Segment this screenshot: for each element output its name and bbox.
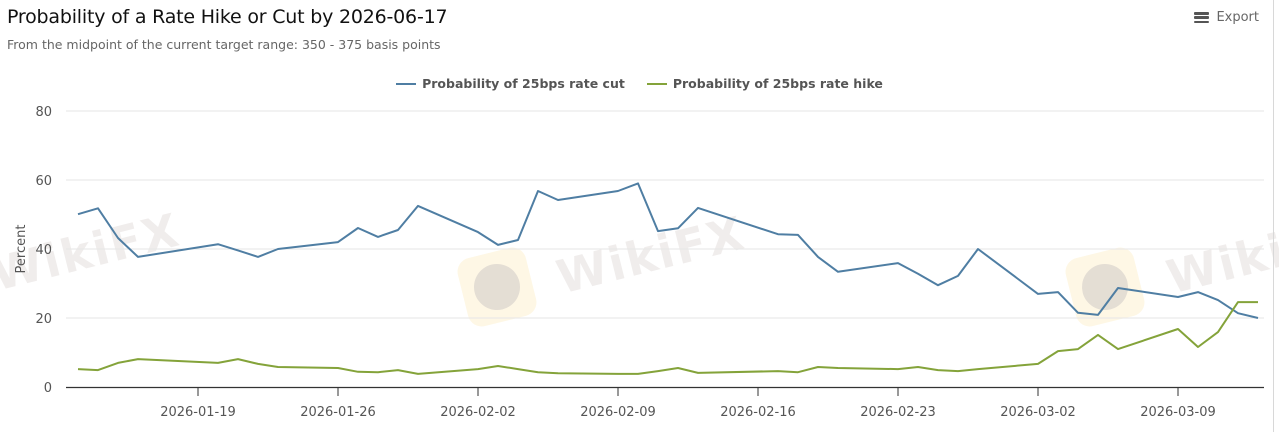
series-lines [77,182,1259,375]
legend-item-rate-cut[interactable]: Probability of 25bps rate cut [396,76,625,91]
y-tick-label: 20 [35,312,52,327]
y-tick-label: 60 [35,174,52,189]
y-tick-label: 40 [35,243,52,258]
y-tick-label: 0 [44,381,52,396]
x-axis: 2026-01-19 2026-01-26 2026-02-02 2026-02-09… [66,386,1264,420]
x-tick-label: 2026-02-09 [580,405,656,420]
chart-title: Probability of a Rate Hike or Cut by 202… [7,6,448,28]
export-button[interactable]: Export [1194,10,1259,25]
y-axis-title: Percent [14,225,29,274]
x-tick-label: 2026-02-23 [860,405,936,420]
chart-legend: Probability of 25bps rate cut Probabilit… [0,76,1279,91]
gridlines [66,110,1264,319]
x-tick-label: 2026-01-26 [300,405,376,420]
legend-swatch-rate-cut [396,82,417,85]
legend-swatch-rate-hike [646,82,667,85]
legend-item-rate-hike[interactable]: Probability of 25bps rate hike [646,76,883,91]
y-tick-label: 80 [35,105,52,120]
legend-label-rate-cut: Probability of 25bps rate cut [422,76,625,91]
x-tick-label: 2026-03-09 [1140,405,1216,420]
x-tick-label: 2026-02-16 [720,405,796,420]
x-tick-label: 2026-01-19 [160,405,236,420]
panel-border [1273,0,1274,432]
legend-label-rate-hike: Probability of 25bps rate hike [672,76,883,91]
export-label: Export [1216,10,1259,25]
chart-subtitle: From the midpoint of the current target … [7,37,441,52]
x-tick-label: 2026-02-02 [440,405,516,420]
y-axis: 0 20 40 60 80 [35,105,52,396]
hamburger-menu-icon [1194,12,1210,23]
series-line-rate-hike[interactable] [77,301,1258,375]
x-tick-label: 2026-03-02 [1000,405,1076,420]
series-line-rate-cut[interactable] [77,182,1259,319]
